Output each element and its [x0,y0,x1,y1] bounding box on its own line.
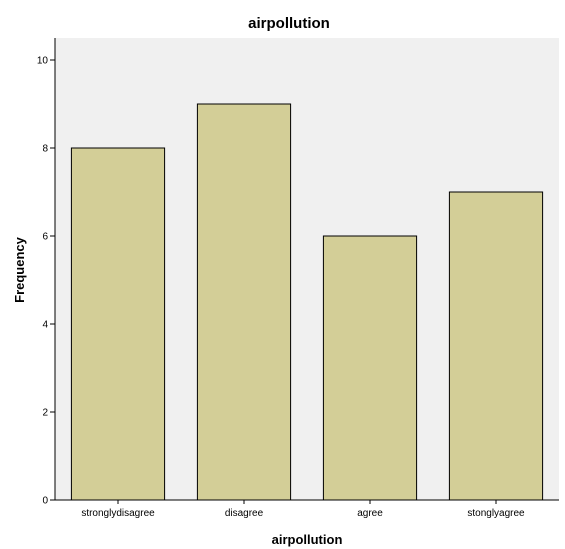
x-tick-label: disagree [225,508,264,519]
bar-stronglydisagree [70,147,166,501]
y-tick-label: 0 [42,496,48,507]
y-tick-label: 10 [37,56,49,67]
x-axis-label: airpollution [272,532,343,547]
y-tick-label: 4 [42,320,48,331]
x-tick-label: stonglyagree [467,508,525,519]
y-tick-label: 8 [42,144,48,155]
x-tick-label: stronglydisagree [81,508,155,519]
y-tick-label: 6 [42,232,48,243]
x-tick-label: agree [357,508,383,519]
y-axis-label: Frequency [12,236,27,303]
bar-agree [322,235,418,501]
x-axis-ticks: stronglydisagree disagree agree stonglyagre… [81,500,525,519]
y-tick-label: 2 [42,408,48,419]
bars-group [70,103,544,501]
bar-disagree [196,103,292,501]
bar-stonglyagree [448,191,544,501]
chart-title: airpollution [248,15,330,32]
y-axis-ticks: 0 2 4 6 8 10 [37,56,55,507]
